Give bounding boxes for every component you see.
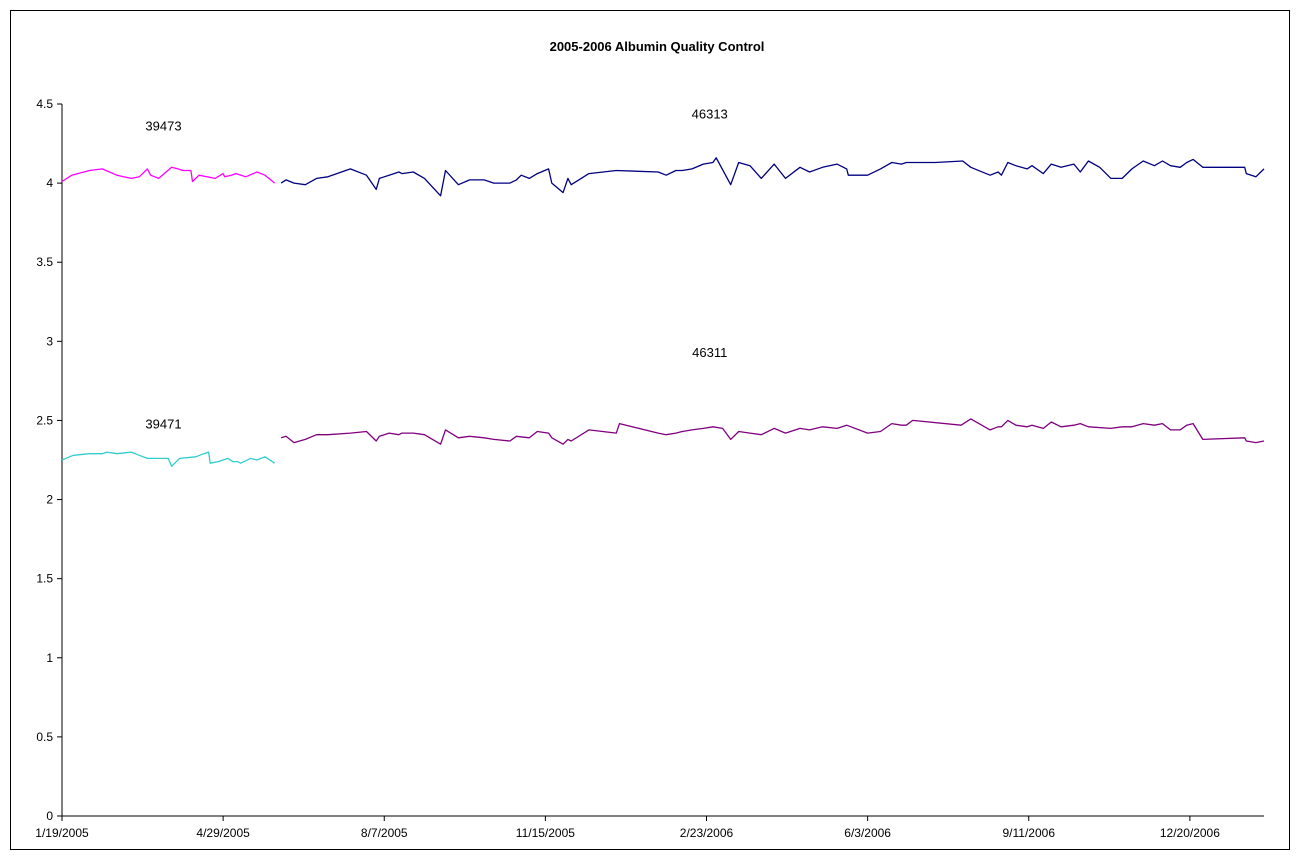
y-tick-label: 0 [46, 809, 53, 823]
series-label-46313: 46313 [692, 107, 728, 122]
series-line-46313 [280, 157, 1265, 197]
chart-title: 2005-2006 Albumin Quality Control [550, 39, 765, 54]
series-label-39473: 39473 [145, 118, 181, 133]
axes-group: 0 0.5 1 1.5 2 2.5 3 3.5 4 4.5 1/19/2005 4/29/2005 8/… [35, 97, 1264, 840]
y-tick-label: 0.5 [36, 730, 53, 744]
y-tick-label: 3.5 [36, 255, 53, 269]
x-tick-label: 6/3/2006 [844, 826, 891, 840]
x-tick-label: 9/11/2006 [1003, 826, 1056, 840]
y-tick-label: 2.5 [36, 413, 53, 427]
series-line-39471 [61, 451, 276, 467]
x-tick-label: 12/20/2006 [1160, 826, 1220, 840]
y-tick-label: 4.5 [36, 97, 53, 111]
x-tick-label: 4/29/2005 [196, 826, 250, 840]
series-layer: 39473 39471 46313 46311 [61, 107, 1265, 467]
chart-frame: 2005-2006 Albumin Quality Control 0 0.5 1 1… [10, 10, 1290, 850]
series-label-46311: 46311 [692, 345, 727, 360]
chart-svg: 2005-2006 Albumin Quality Control 00.511… [35, 39, 1265, 840]
y-tick-label: 1.5 [36, 572, 53, 586]
x-tick-label: 11/15/2005 [516, 826, 575, 840]
y-tick-label: 4 [46, 176, 53, 190]
x-tick-label: 8/7/2005 [361, 826, 408, 840]
y-tick-label: 2 [46, 493, 53, 507]
series-line-46311 [280, 418, 1265, 445]
x-tick-label: 1/19/2005 [35, 826, 89, 840]
x-tick-label: 2/23/2006 [680, 826, 734, 840]
y-tick-label: 3 [46, 334, 53, 348]
series-label-39471: 39471 [145, 416, 181, 431]
series-line-39473 [61, 166, 276, 184]
y-tick-label: 1 [46, 651, 53, 665]
